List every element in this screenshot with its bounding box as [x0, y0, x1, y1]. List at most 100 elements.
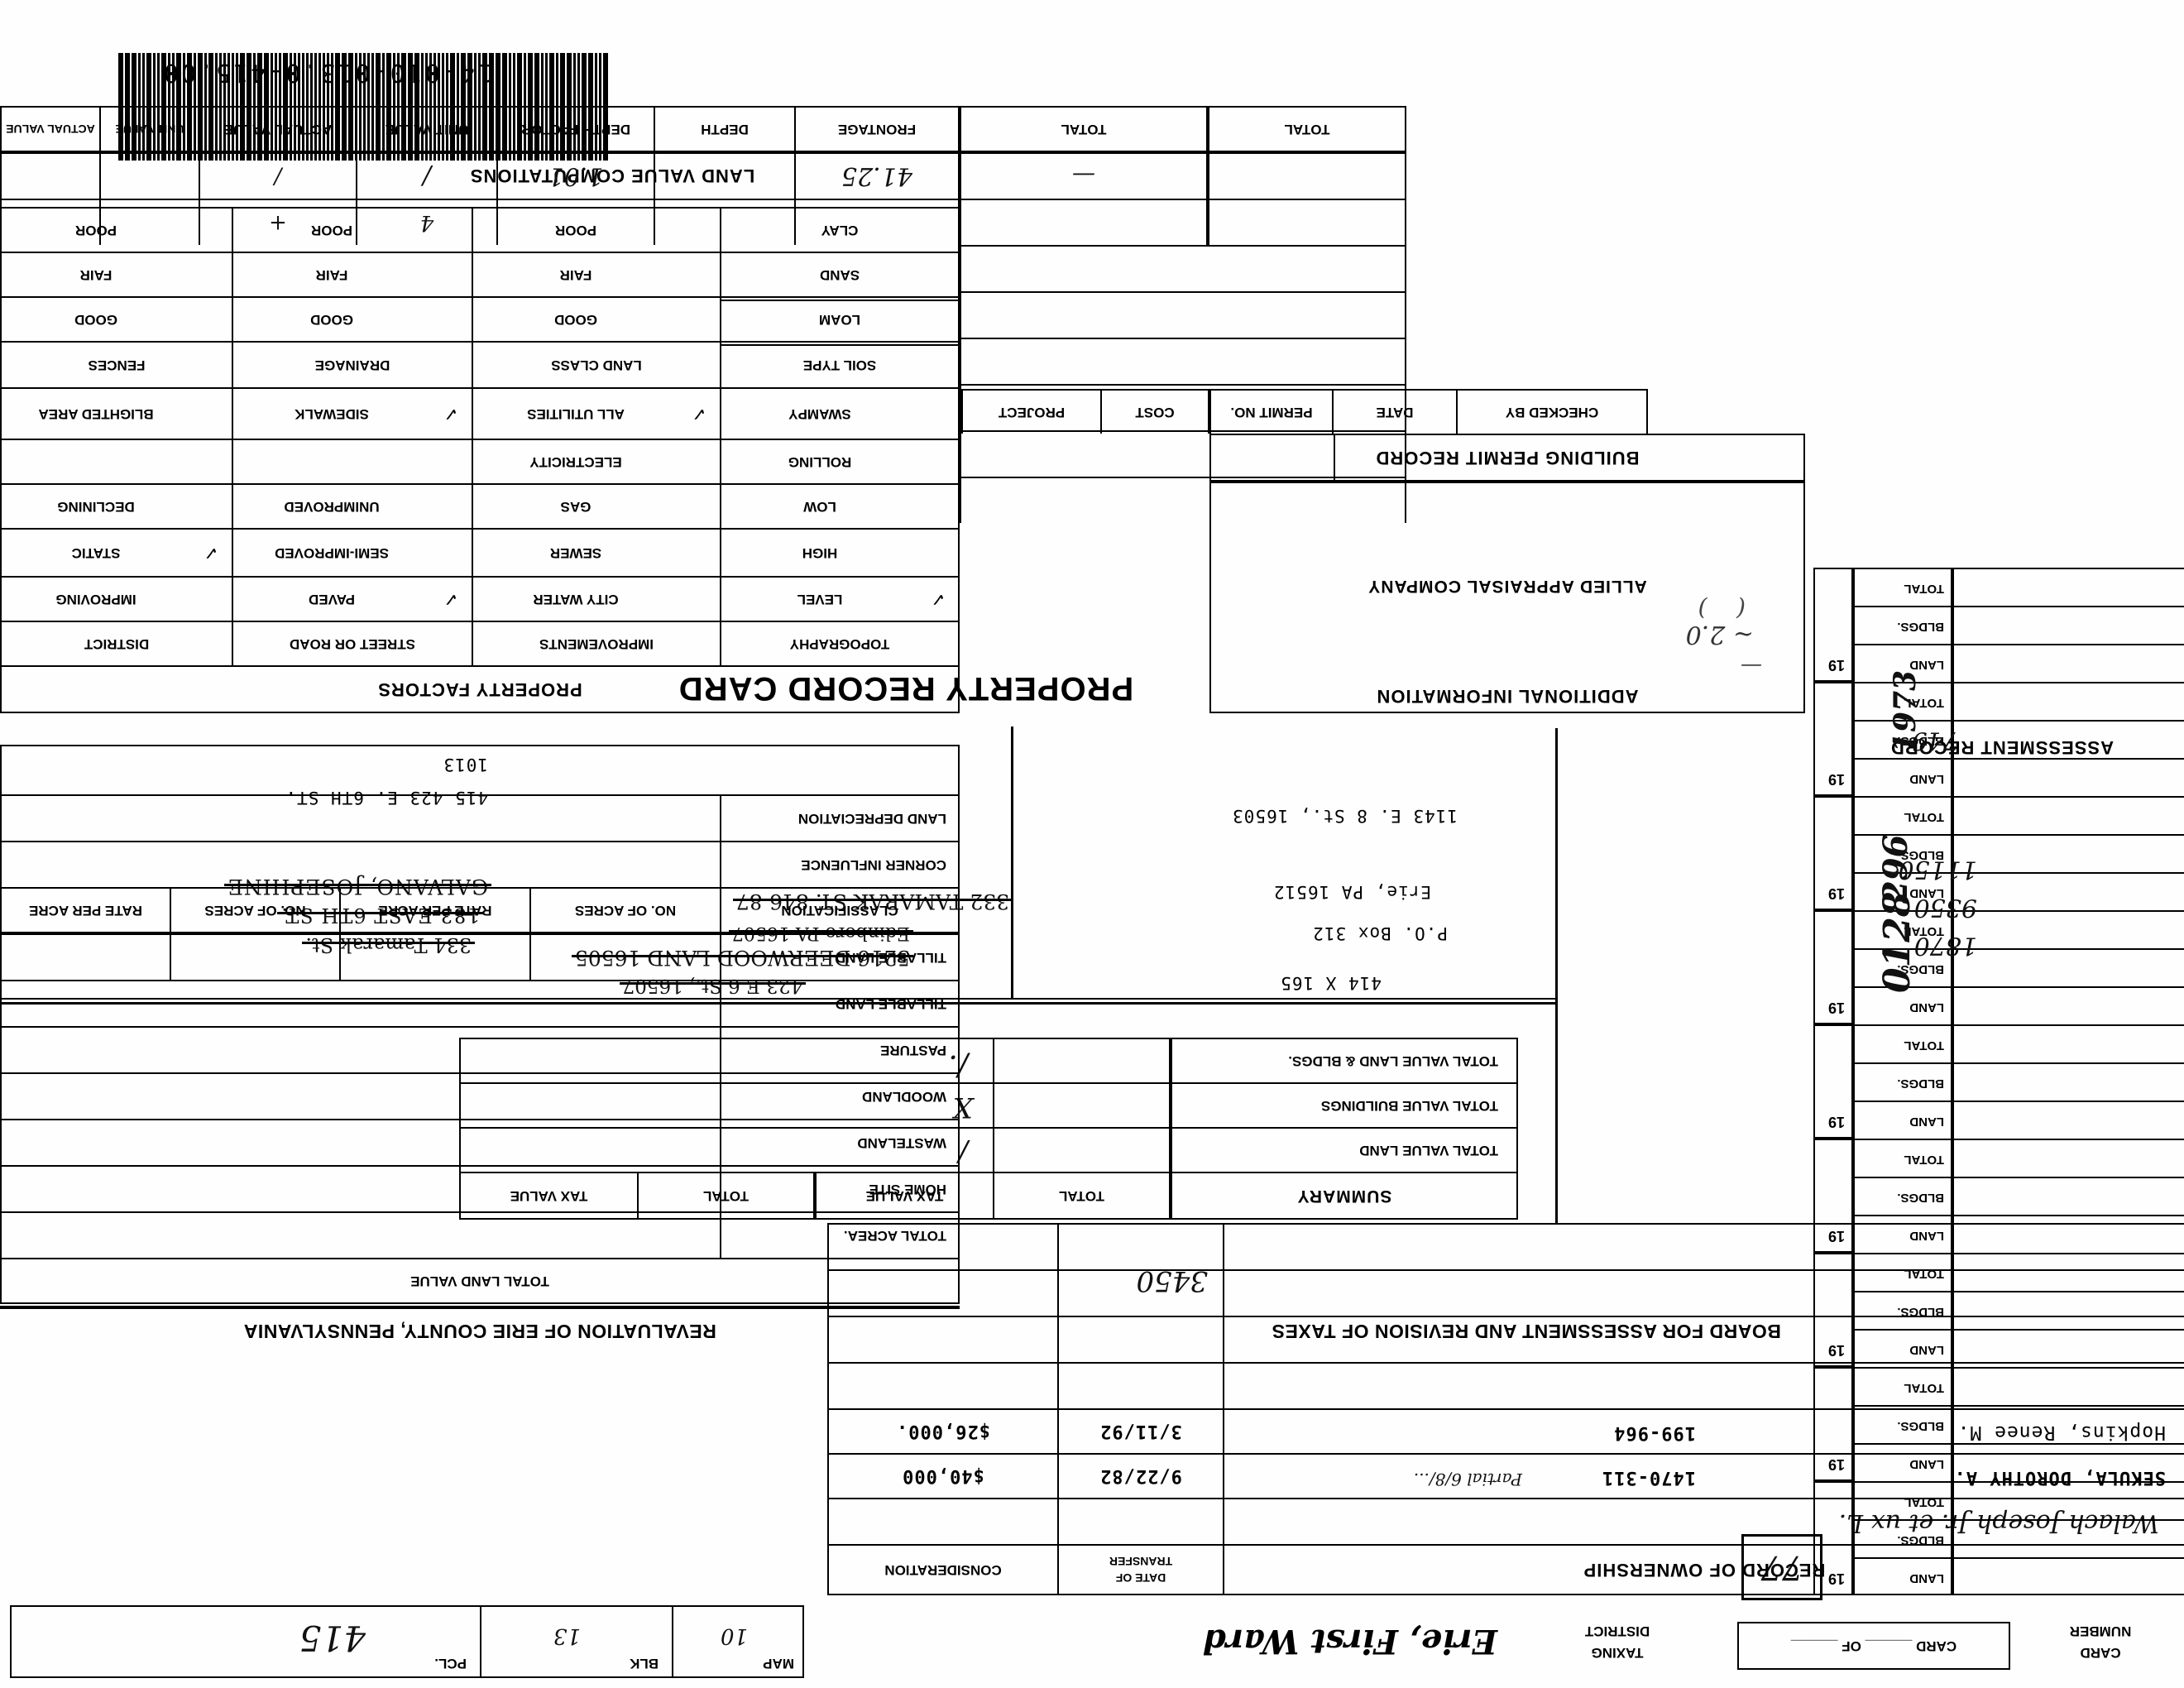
assessment-row-label: BLDGS.: [1853, 606, 1952, 644]
assessment-row-label: BLDGS.: [1853, 1177, 1952, 1215]
pf-col-soil-type: SOIL TYPE: [720, 341, 960, 387]
assessment-year-cell: 19: [1813, 1253, 1853, 1367]
summary-row-total: [993, 1082, 1171, 1127]
date-of-transfer-label: DATE OF TRANSFER: [1109, 1555, 1173, 1585]
lvc-col-frontage: FRONTAGE: [794, 106, 960, 152]
pf-quality-check: [678, 296, 720, 341]
divider-vertical: [1555, 728, 1558, 1225]
summary-row: TOTAL VALUE LAND & BLDGS.: [1171, 1038, 1518, 1082]
pf-col-fences: FENCES: [0, 341, 232, 387]
pf-cell-street-blank: [232, 439, 472, 483]
pf-cell-street: SIDEWALK: [232, 387, 430, 439]
taxing-district-label: TAXING DISTRICT: [1584, 1623, 1650, 1661]
pf-check-district: ✓: [190, 528, 232, 576]
cls-row-cell: [0, 933, 170, 980]
cls-row-cell: [0, 1119, 720, 1165]
appraisal-company: ALLIED APPRAISAL COMPANY: [1367, 577, 1647, 596]
assessment-entry-land: 749: [1911, 726, 1959, 755]
lvc-total-1-row2: [960, 199, 1208, 245]
pf-quality-land-class: GOOD: [472, 296, 678, 341]
assessment-row-label: LAND: [1853, 1443, 1952, 1481]
owner-city-state-zip: Erie, PA 16512: [1272, 882, 1431, 902]
cls-row-cell: [529, 933, 720, 980]
pf-cell-district: IMPROVING: [0, 576, 190, 621]
lvc-total-2-row2: [1208, 199, 1406, 245]
pf-cell-improvements: ALL UTILITIES: [472, 387, 678, 439]
assessment-year-cell: 19: [1813, 1024, 1853, 1139]
assessment-row-value: [1952, 796, 2184, 834]
lvc-cell-depth: [654, 152, 794, 199]
summary-total-header: TOTAL: [993, 1172, 1171, 1220]
agency-header: REVALUATION OF ERIE COUNTY, PENNSYLVANIA: [243, 1321, 716, 1343]
lvc-col-depth: DEPTH: [654, 106, 794, 152]
pf-quality-check: [678, 252, 720, 296]
lvc-total-2-value: [1208, 152, 1406, 199]
lvc-cell-depth-factor-2: [496, 199, 654, 245]
assessment-row-label: TOTAL: [1853, 1024, 1952, 1062]
assessment-row-label: TOTAL: [1853, 568, 1952, 606]
pf-check-topography: [918, 528, 960, 576]
assessment-row-label: TOTAL: [1853, 1139, 1952, 1177]
pf-quality-fences: FAIR: [0, 252, 190, 296]
pf-cell-street: SEMI-IMPROVED: [232, 528, 430, 576]
map-label: MAP: [763, 1656, 794, 1671]
lvc-total-1-value: —: [960, 152, 1208, 199]
pf-check-topography: [918, 483, 960, 528]
blk-cell: BLK 13: [480, 1605, 672, 1678]
card-of-box: CARD ______ OF ______: [1737, 1622, 2010, 1670]
pf-cell-improvements: CITY WATER: [472, 576, 678, 621]
assessment-row-value: [1952, 1062, 2184, 1101]
assessment-row-value: [1952, 568, 2184, 606]
ownership-row-consideration: [827, 1498, 1059, 1544]
assessment-row-value: [1952, 644, 2184, 682]
lvc-cell-frontage: 41.25: [794, 152, 960, 199]
pf-cell-topography: LEVEL: [720, 576, 918, 621]
assessment-row-value: [1952, 1481, 2184, 1519]
cls-row-label: WASTELAND: [720, 1119, 960, 1165]
assessment-row-value: [1952, 1024, 2184, 1062]
cls-col-rate-1: RATE PER ACRE: [339, 887, 529, 933]
cls-row-cell: [0, 980, 720, 1026]
assessment-row-value: [1952, 872, 2184, 910]
parcel-barcode-text: 14-010-013.0-415.00: [160, 58, 493, 88]
pf-cell-improvements: SEWER: [472, 528, 678, 576]
lvc-col-total-2: TOTAL: [1208, 106, 1406, 152]
cls-col-classification: [720, 300, 960, 346]
assessment-row-value: [1952, 910, 2184, 948]
cls-col-rate-2: RATE PER ACRE: [0, 887, 170, 933]
summary-row-label: TOTAL VALUE BUILDINGS: [1320, 1098, 1498, 1114]
assessment-row-label: LAND: [1853, 1329, 1952, 1367]
lvc-cell-actual-value-2-row2: [0, 199, 99, 245]
divider: [0, 1306, 960, 1309]
lot-size: 414 X 165: [1280, 973, 1382, 993]
assessment-row-label: TOTAL: [1853, 1481, 1952, 1519]
summary-row-label: TOTAL VALUE LAND & BLDGS.: [1288, 1053, 1498, 1069]
pf-cell-district-blank: [0, 439, 232, 483]
pf-check-topography: ✓: [918, 576, 960, 621]
pf-check-improvements: [678, 528, 720, 576]
assessment-row-label: LAND: [1853, 758, 1952, 796]
total-land-value-row: TOTAL LAND VALUE: [0, 1258, 960, 1304]
assessment-row-value: [1952, 1291, 2184, 1329]
lvc-blank-row: [960, 430, 1406, 477]
taxing-district-value: Erie, First Ward: [1202, 1622, 1497, 1662]
site-address: 1143 E. 8 St., 16503: [1232, 806, 1458, 826]
map-value: 10: [720, 1623, 748, 1648]
pf-check-improvements: [678, 576, 720, 621]
ownership-row-date: 3/11/92: [1059, 1408, 1224, 1453]
lvc-col-total-1: TOTAL: [960, 106, 1208, 152]
assessment-values-1975: 1870 9350 11150: [1898, 855, 1977, 960]
pf-quality-check: [430, 296, 472, 341]
pf-check-district: [190, 483, 232, 528]
assessment-row-value: [1952, 1101, 2184, 1139]
pf-check-street: [430, 483, 472, 528]
pf-quality-check: [190, 252, 232, 296]
pf-check-improvements: [678, 483, 720, 528]
summary-row: TOTAL VALUE LAND: [1171, 1127, 1518, 1172]
cls-row-label: TILLABLE LAND: [720, 980, 960, 1026]
pf-col-land-class: LAND CLASS: [472, 341, 720, 387]
lvc-blank-row: [960, 477, 1406, 523]
pf-check-topography: [918, 387, 960, 439]
assessment-entry: 1973: [1888, 669, 1923, 753]
assessment-row-label: TOTAL: [1853, 1253, 1952, 1291]
